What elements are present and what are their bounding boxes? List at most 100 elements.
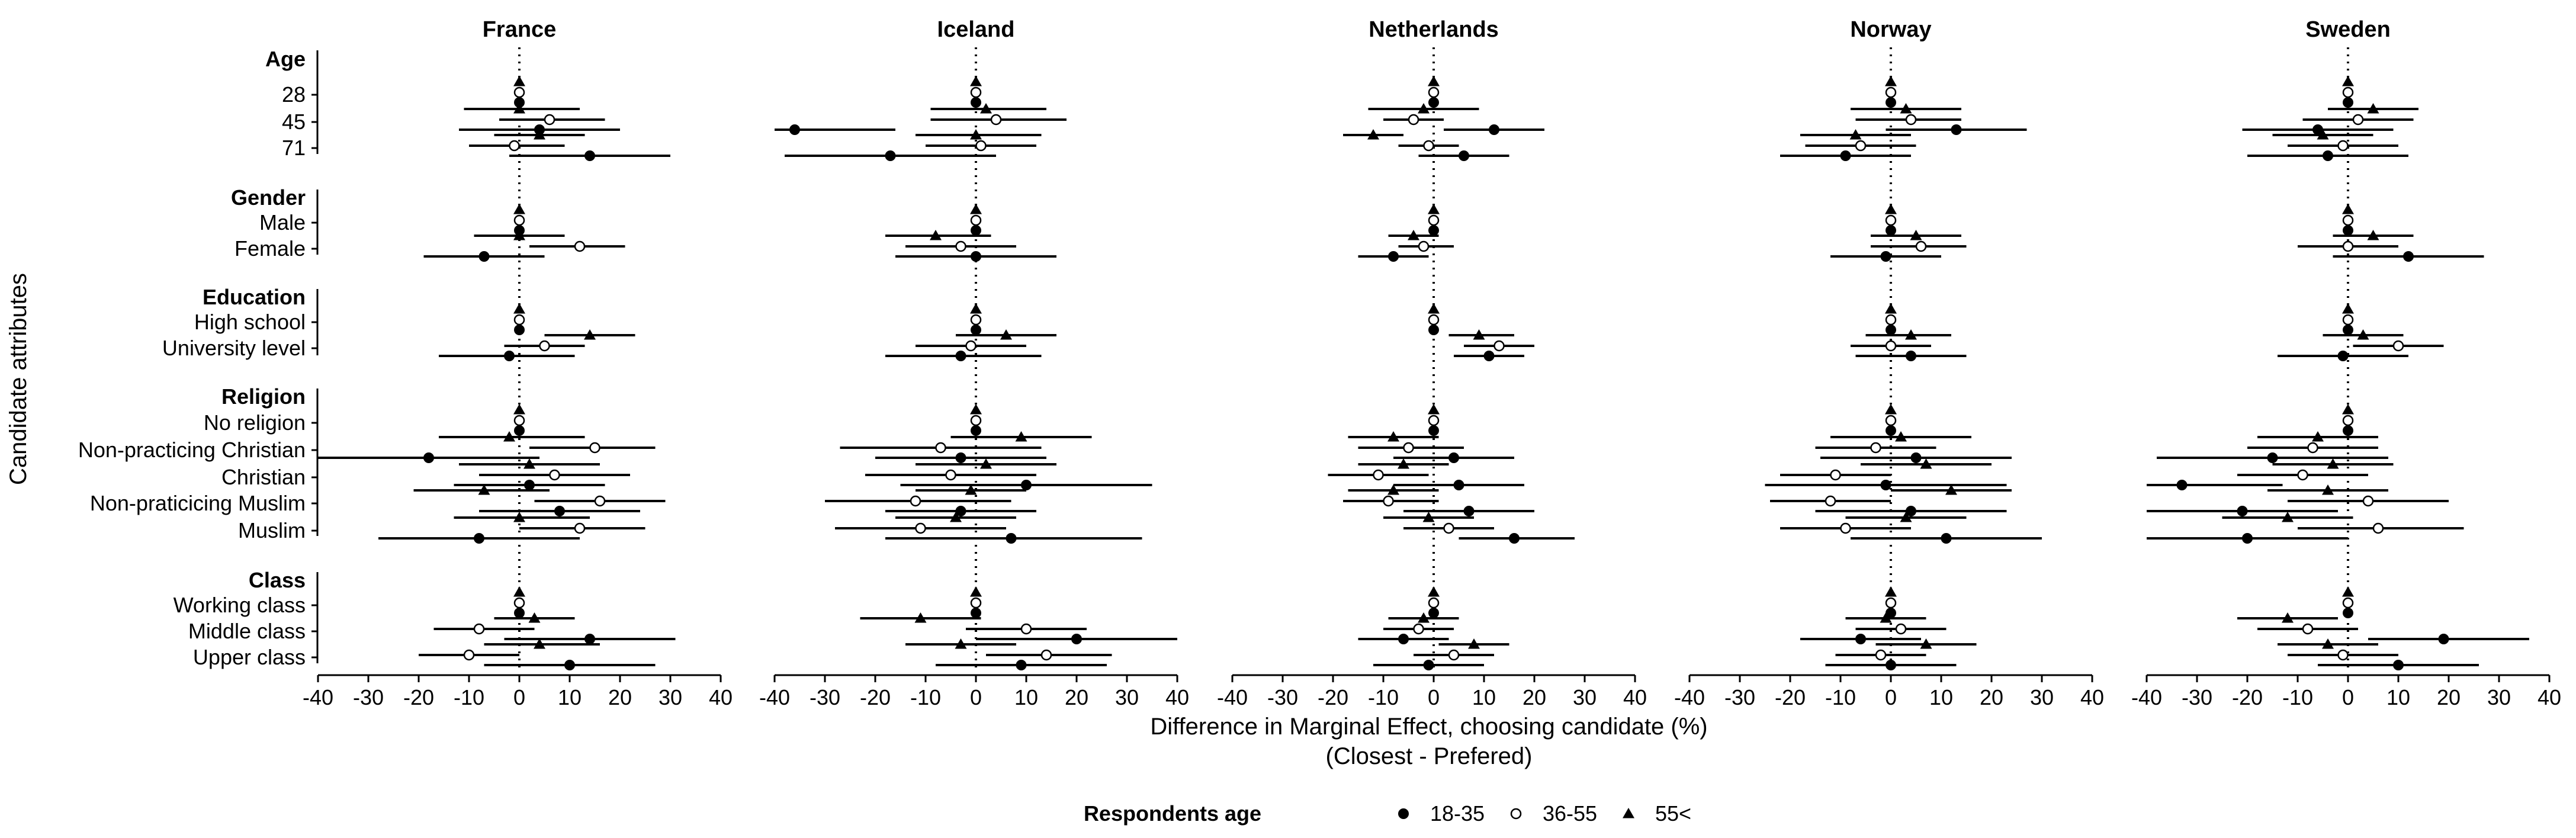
point-36-55 [970,597,982,609]
point-55-plus [2282,612,2294,623]
point-55-plus [1398,458,1409,469]
point-36-55 [1373,469,1384,481]
point-55-plus [1428,76,1440,86]
estimate-row-university-level [2278,329,2444,361]
point-18-35 [478,251,490,262]
point-36-55 [1885,340,1897,352]
point-36-55 [1418,240,1430,252]
point-36-55 [2342,86,2354,98]
estimate-row-upper-class [1373,638,1509,670]
point-36-55 [990,114,1002,126]
estimate-row-male [1885,204,1897,236]
panel-title-sweden: Sweden [2305,17,2391,42]
point-18-35 [1398,808,1409,819]
point-18-35 [2343,325,2353,335]
point-36-55 [2307,442,2318,454]
estimate-row-middle-class [433,612,676,644]
point-55-plus [955,638,967,649]
estimate-row-high-school [970,303,982,335]
point-55-plus [1418,612,1430,623]
estimate-row-middle-class [1800,612,1947,644]
estimate-row-45 [1368,103,1544,135]
estimate-row-male [970,204,982,236]
estimate-row-non-praticicing-muslim [413,484,666,516]
point-55-plus [1880,612,1892,623]
estimate-row-christian [1328,458,1524,490]
point-18-35 [955,506,966,516]
point-18-35 [1459,150,1469,161]
estimate-row-upper-class [419,638,656,670]
point-55-plus [2312,431,2324,442]
point-18-35 [1880,480,1891,490]
estimate-row-muslim [835,512,1142,544]
estimate-row-christian [865,458,1152,490]
x-tick-label: 40 [2080,685,2104,709]
point-36-55 [1855,140,1867,152]
point-55-plus [1900,103,1912,114]
point-36-55 [513,597,525,609]
estimate-row-middle-class [1358,612,1459,644]
point-36-55 [509,140,520,152]
point-36-55 [1403,442,1414,454]
point-55-plus [1849,129,1862,140]
x-tick-label: 30 [1115,685,1139,709]
point-55-plus [1408,230,1419,240]
row-label-christian: Christian [221,465,306,489]
point-55-plus [914,612,927,623]
x-tick-label: 10 [1472,685,1496,709]
point-36-55 [2372,522,2384,534]
point-18-35 [885,150,896,161]
point-55-plus [478,484,490,495]
panel-title-norway: Norway [1850,17,1931,42]
estimate-row-middle-class [860,612,1177,644]
point-18-35 [1071,634,1082,644]
point-18-35 [1509,533,1520,544]
point-36-55 [2342,314,2354,326]
point-36-55 [1885,314,1897,326]
point-55-plus [523,458,535,469]
point-36-55 [970,214,982,226]
estimate-row-71 [785,129,1042,161]
point-55-plus [503,431,515,442]
point-18-35 [1428,325,1439,335]
x-tick-label: -10 [1368,685,1399,709]
point-55-plus [1015,431,1027,442]
point-55-plus [1422,512,1435,522]
panel-netherlands: Netherlands -40 -30 -20 -10 0 10 20 30 40 [1217,17,1647,709]
point-18-35 [1453,480,1464,490]
point-55-plus [1885,303,1897,314]
point-18-35 [514,608,525,618]
point-18-35 [1886,97,1896,108]
estimate-row-71 [2247,129,2408,161]
estimate-row-working-class [1885,586,1897,618]
estimate-row-university-level [439,329,635,361]
point-18-35 [1463,506,1475,516]
point-36-55 [935,442,946,454]
estimate-row-female [1358,230,1454,262]
point-18-35 [1021,480,1032,490]
estimate-row-45 [2242,103,2418,135]
x-tick-label: -30 [1267,685,1298,709]
point-55-plus [970,404,982,415]
legend-item-55: 55< [1623,801,1691,826]
point-36-55 [549,469,560,481]
point-18-35 [2242,533,2253,544]
point-55-plus [534,638,545,649]
point-55-plus [513,404,525,415]
point-18-35 [2267,452,2278,463]
estimate-row-no-religion [2342,404,2354,436]
legend-label: 55< [1655,801,1691,826]
point-36-55 [574,240,586,252]
legend-item-36-55: 36-55 [1510,801,1597,826]
row-label-non-praticicing-muslim: Non-praticicing Muslim [90,491,306,515]
point-36-55 [945,469,956,481]
estimate-row-middle-class [2237,612,2529,644]
x-tick-label: -20 [1775,685,1806,709]
point-36-55 [970,86,982,98]
x-tick-label: -30 [1724,685,1755,709]
x-tick-label: -30 [2182,685,2212,709]
estimate-row-non-praticicing-muslim [825,484,1036,516]
point-18-35 [423,452,434,463]
point-36-55 [1840,522,1851,534]
